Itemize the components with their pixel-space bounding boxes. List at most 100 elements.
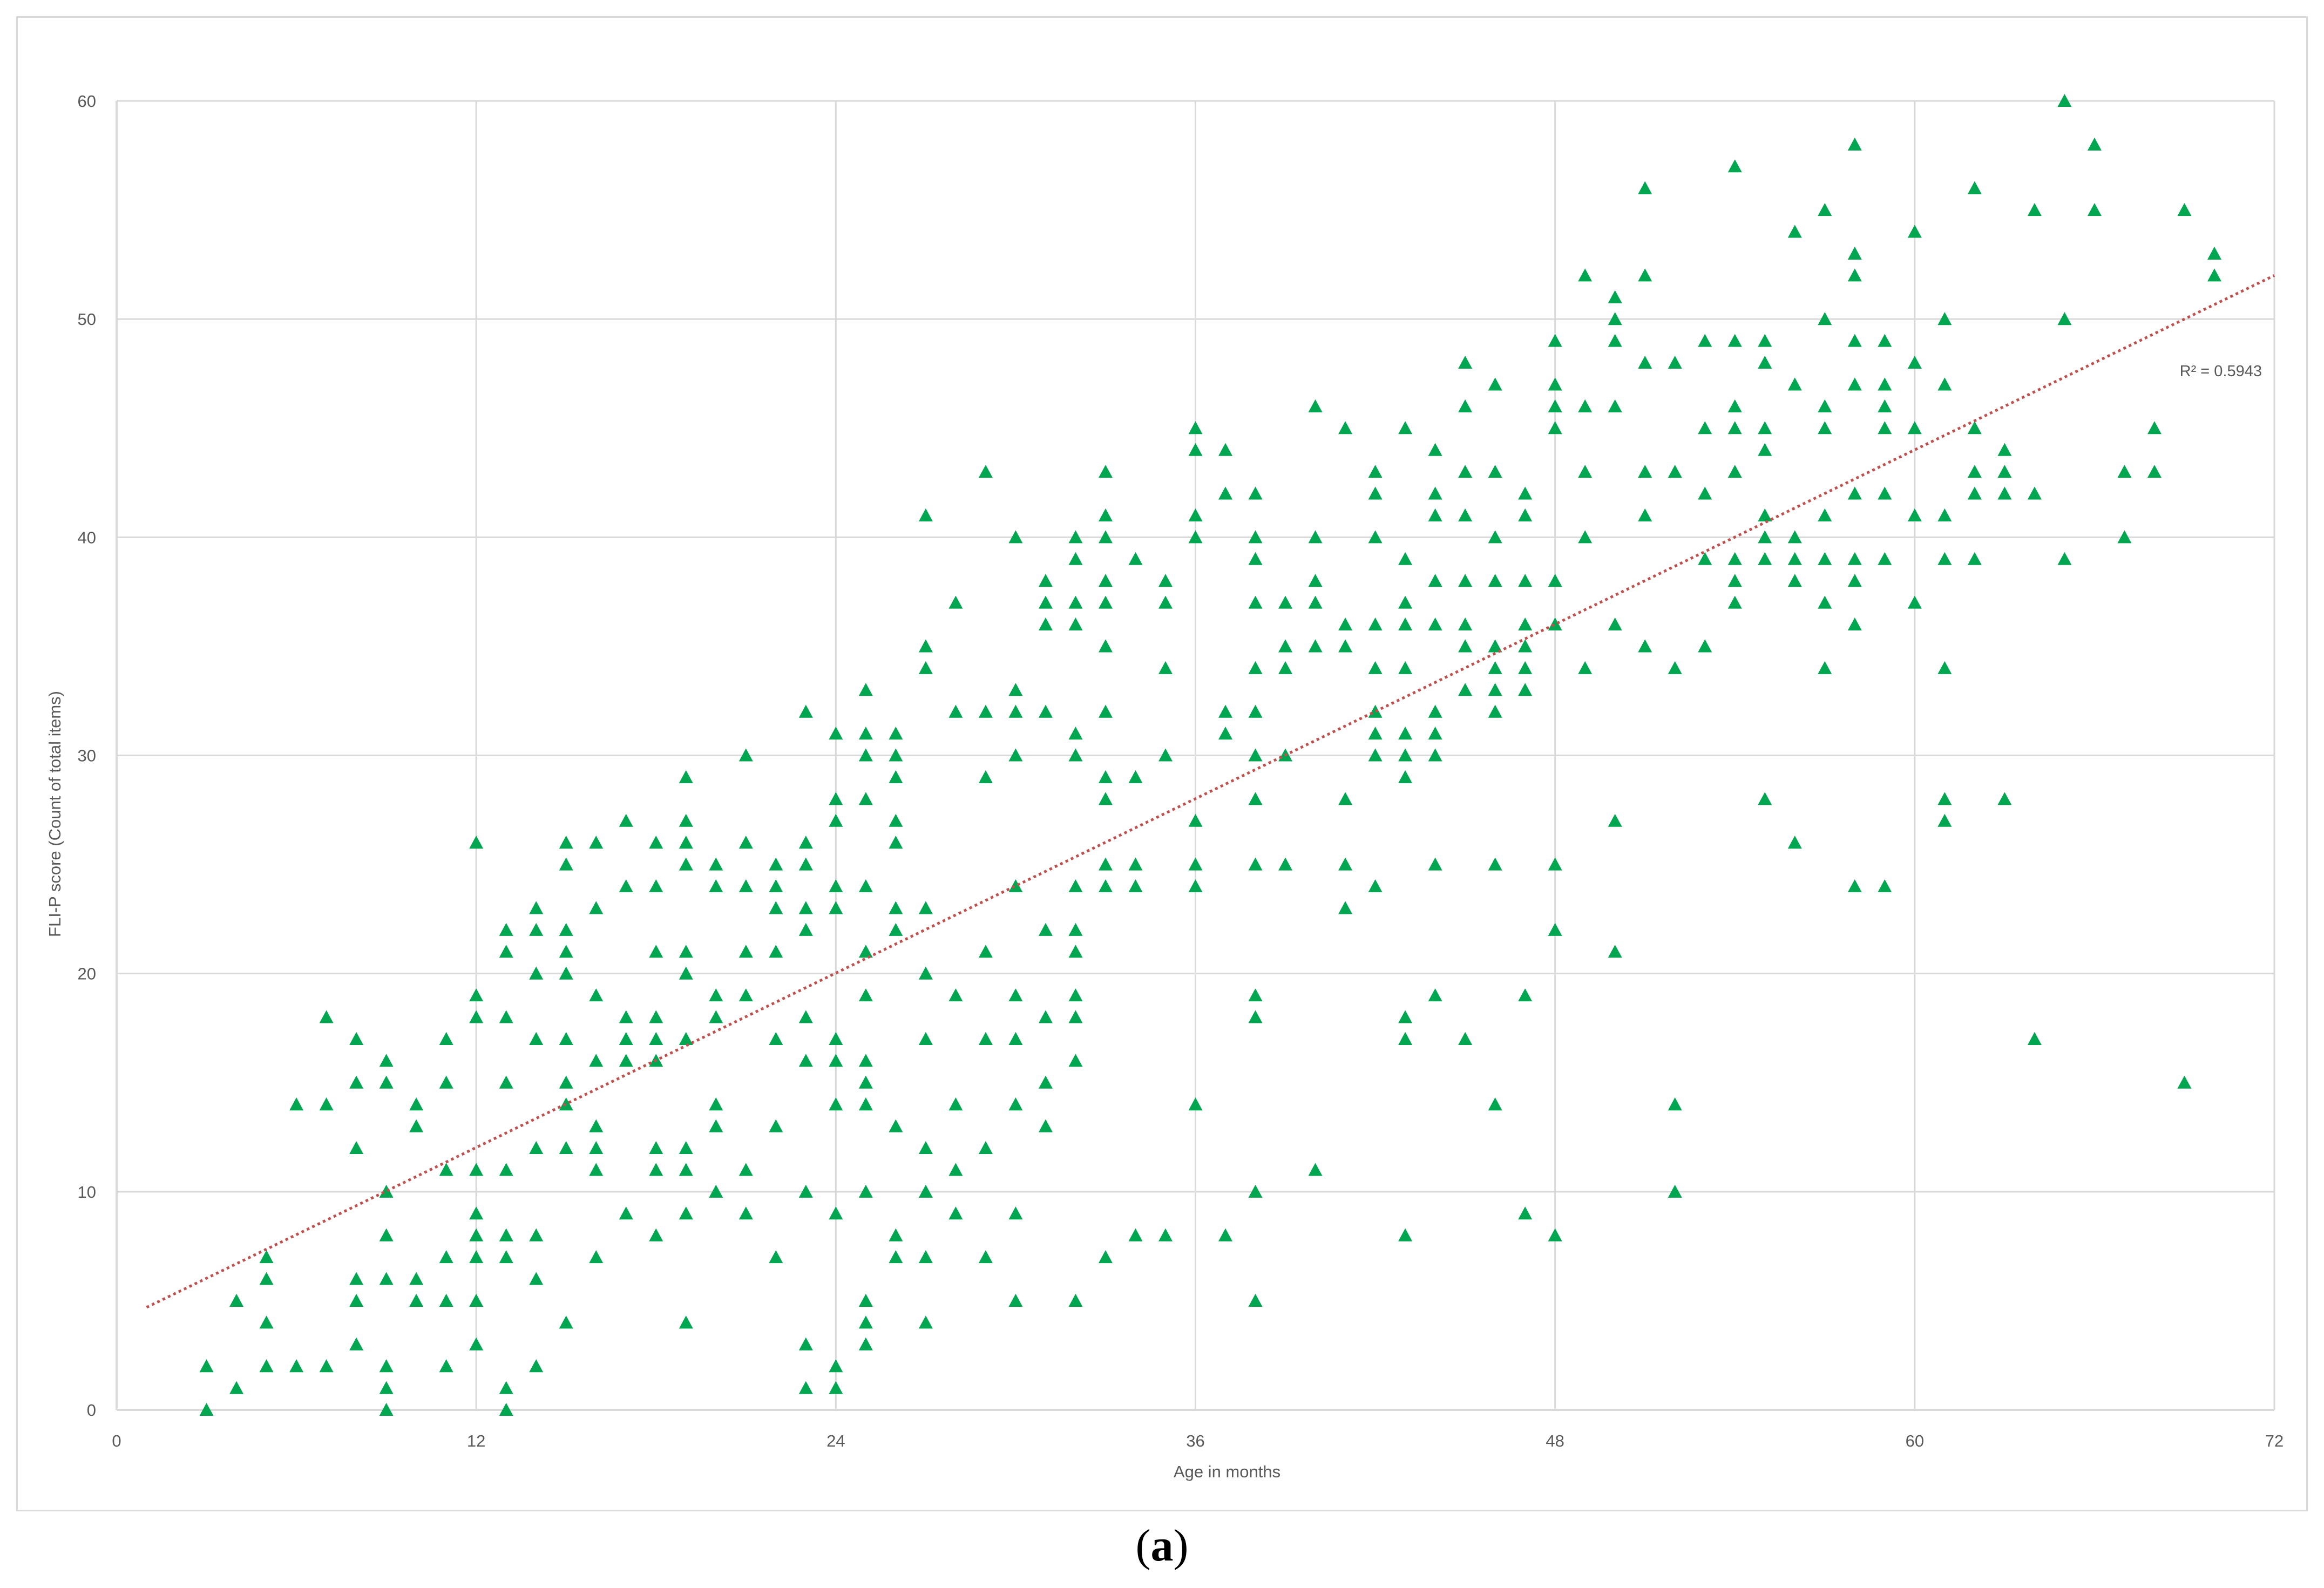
- data-point: [798, 1184, 813, 1198]
- data-point: [889, 836, 903, 849]
- data-point: [499, 1403, 513, 1416]
- data-point: [1608, 290, 1622, 303]
- data-point: [1428, 748, 1442, 762]
- data-point: [1488, 1097, 1502, 1111]
- data-point: [1368, 465, 1383, 478]
- data-point: [1727, 574, 1742, 587]
- data-point: [918, 639, 933, 653]
- data-point: [1398, 421, 1413, 435]
- data-point: [1308, 530, 1323, 544]
- data-point: [1428, 617, 1442, 631]
- data-point: [1458, 683, 1473, 696]
- data-point: [1518, 639, 1533, 653]
- data-point: [1518, 486, 1533, 500]
- data-point: [409, 1119, 424, 1132]
- data-point: [738, 988, 753, 1002]
- data-point: [858, 1097, 873, 1111]
- data-point: [559, 1031, 573, 1045]
- data-point: [858, 1184, 873, 1198]
- data-point: [858, 1075, 873, 1089]
- data-point: [1398, 552, 1413, 565]
- data-point: [1218, 704, 1233, 718]
- data-point: [1518, 617, 1533, 631]
- data-point: [1638, 356, 1652, 369]
- data-point: [649, 1031, 663, 1045]
- data-point: [1218, 1228, 1233, 1241]
- data-point: [2117, 530, 2132, 544]
- data-point: [1008, 683, 1023, 696]
- data-point: [1398, 1228, 1413, 1241]
- data-point: [1758, 508, 1772, 521]
- data-point: [1967, 465, 1982, 478]
- data-point: [1518, 988, 1533, 1002]
- data-point: [589, 1250, 604, 1264]
- data-point: [948, 595, 963, 609]
- data-point: [1188, 508, 1203, 521]
- data-point: [769, 901, 783, 914]
- data-point: [829, 901, 843, 914]
- data-point: [1758, 356, 1772, 369]
- data-point: [918, 508, 933, 521]
- data-point: [1847, 617, 1862, 631]
- data-point: [829, 792, 843, 805]
- data-point: [858, 727, 873, 740]
- data-point: [1758, 443, 1772, 456]
- data-point: [2177, 1075, 2192, 1089]
- data-point: [948, 704, 963, 718]
- data-point: [439, 1031, 453, 1045]
- data-point: [1158, 748, 1173, 762]
- data-point: [2057, 552, 2072, 565]
- data-point: [858, 988, 873, 1002]
- data-point: [1068, 617, 1083, 631]
- data-point: [1008, 530, 1023, 544]
- data-point: [1937, 508, 1952, 521]
- data-point: [858, 1315, 873, 1329]
- data-point: [978, 465, 993, 478]
- data-point: [1278, 857, 1293, 871]
- data-point: [1128, 770, 1143, 783]
- data-point: [709, 1097, 723, 1111]
- data-point: [439, 1359, 453, 1373]
- data-point: [1548, 617, 1562, 631]
- data-point: [409, 1272, 424, 1285]
- data-point: [1997, 443, 2012, 456]
- trendline-group: [146, 274, 2275, 1309]
- data-point: [1158, 574, 1173, 587]
- x-tick-label: 12: [467, 1431, 485, 1450]
- data-point: [1847, 377, 1862, 391]
- data-point: [978, 1141, 993, 1155]
- data-point: [1008, 704, 1023, 718]
- data-point: [798, 1010, 813, 1023]
- data-point: [499, 1010, 513, 1023]
- data-point: [829, 1097, 843, 1111]
- data-point: [918, 1315, 933, 1329]
- data-point: [1308, 639, 1323, 653]
- data-point: [2147, 465, 2162, 478]
- chart-area: [16, 16, 2308, 1511]
- data-point: [1668, 1097, 1682, 1111]
- data-point: [1787, 530, 1802, 544]
- data-point: [948, 988, 963, 1002]
- data-point: [439, 1163, 453, 1176]
- data-point: [1038, 922, 1053, 936]
- data-point: [918, 1184, 933, 1198]
- data-point: [798, 836, 813, 849]
- data-point: [559, 857, 573, 871]
- y-tick-label: 0: [87, 1401, 96, 1420]
- data-point: [1548, 1228, 1562, 1241]
- data-point: [918, 661, 933, 674]
- data-points: [199, 94, 2221, 1416]
- data-point: [379, 1403, 394, 1416]
- data-point: [1128, 857, 1143, 871]
- data-point: [1188, 443, 1203, 456]
- data-point: [589, 836, 604, 849]
- data-point: [1818, 595, 1832, 609]
- data-point: [529, 1141, 544, 1155]
- data-point: [559, 1315, 573, 1329]
- data-point: [319, 1010, 334, 1023]
- data-point: [948, 1206, 963, 1220]
- data-point: [589, 988, 604, 1002]
- data-point: [469, 1293, 484, 1307]
- data-point: [349, 1272, 364, 1285]
- data-point: [1248, 988, 1263, 1002]
